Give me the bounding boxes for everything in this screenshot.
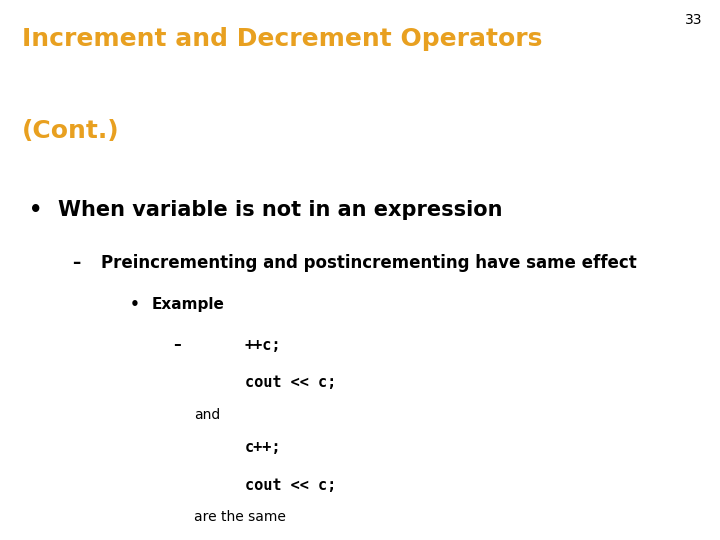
- Text: When variable is not in an expression: When variable is not in an expression: [58, 200, 502, 220]
- Text: Increment and Decrement Operators: Increment and Decrement Operators: [22, 27, 542, 51]
- Text: •: •: [130, 297, 140, 312]
- Text: cout << c;: cout << c;: [245, 375, 336, 390]
- Text: •: •: [29, 200, 42, 220]
- Text: cout << c;: cout << c;: [245, 478, 336, 493]
- Text: ++c;: ++c;: [245, 338, 282, 353]
- Text: are the same: are the same: [194, 510, 287, 524]
- Text: Example: Example: [151, 297, 224, 312]
- Text: –: –: [72, 254, 80, 272]
- Text: and: and: [194, 408, 220, 422]
- Text: (Cont.): (Cont.): [22, 119, 120, 143]
- Text: –: –: [173, 338, 181, 353]
- Text: 33: 33: [685, 14, 702, 28]
- Text: Preincrementing and postincrementing have same effect: Preincrementing and postincrementing hav…: [101, 254, 636, 272]
- Text: c++;: c++;: [245, 440, 282, 455]
